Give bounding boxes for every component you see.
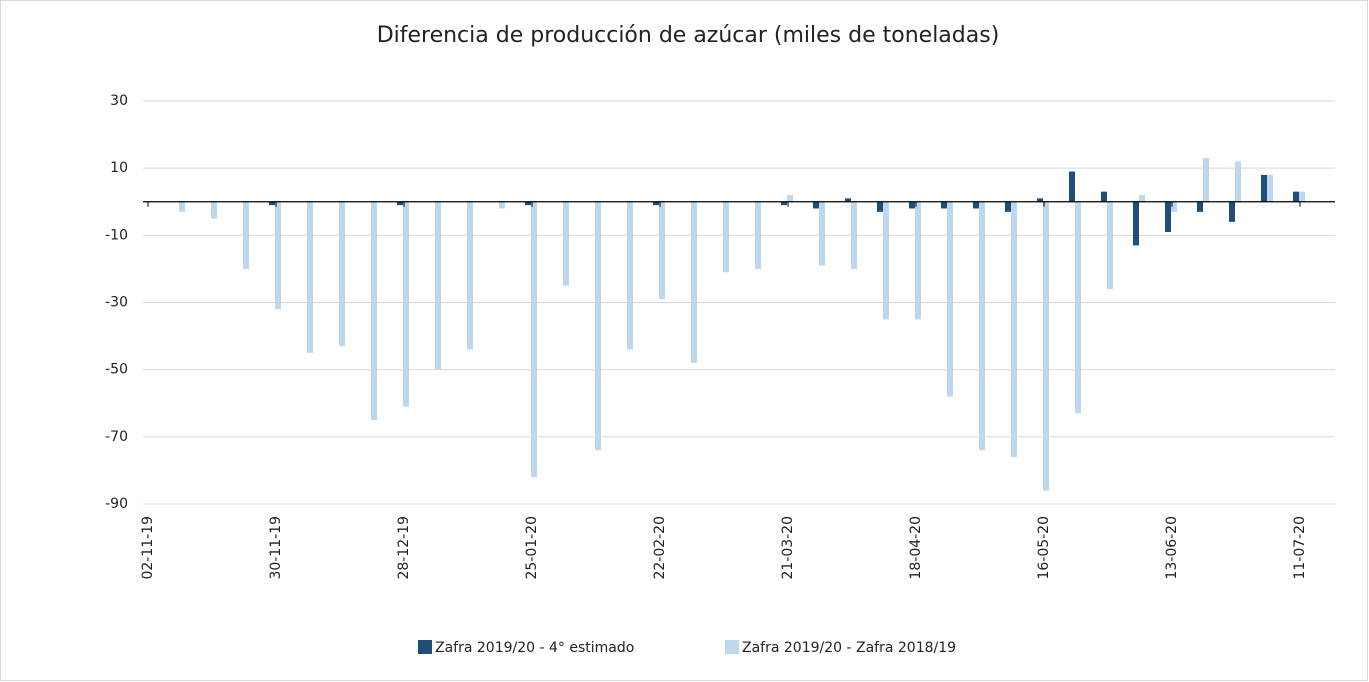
bar bbox=[979, 201, 985, 451]
bar bbox=[755, 201, 761, 269]
y-tick-label: -90 bbox=[105, 496, 128, 512]
x-tick-label: 30-11-19 bbox=[268, 516, 284, 580]
bar bbox=[781, 201, 787, 206]
bar bbox=[1229, 201, 1235, 222]
bar bbox=[595, 201, 601, 451]
bar bbox=[813, 201, 819, 209]
bar bbox=[947, 201, 953, 397]
legend-label: Zafra 2019/20 - Zafra 2018/19 bbox=[742, 640, 956, 656]
bar bbox=[941, 201, 947, 209]
bar bbox=[179, 201, 185, 212]
bar bbox=[397, 201, 403, 206]
legend-swatch bbox=[725, 640, 739, 654]
bar bbox=[1107, 201, 1113, 290]
bar bbox=[627, 201, 633, 350]
bar bbox=[435, 201, 441, 370]
bar bbox=[563, 201, 569, 286]
bar bbox=[1171, 201, 1177, 212]
legend-swatch bbox=[418, 640, 432, 654]
bar bbox=[243, 201, 249, 269]
bar bbox=[499, 201, 505, 209]
bar bbox=[1005, 201, 1011, 212]
bar bbox=[787, 195, 793, 202]
y-tick-label: -50 bbox=[105, 362, 128, 378]
bar bbox=[403, 201, 409, 407]
x-tick-label: 18-04-20 bbox=[908, 516, 924, 580]
bar bbox=[1075, 201, 1081, 414]
x-tick-label: 16-05-20 bbox=[1036, 516, 1052, 580]
bar bbox=[211, 201, 217, 219]
x-tick-label: 28-12-19 bbox=[396, 516, 412, 580]
bar bbox=[1235, 161, 1241, 202]
bar bbox=[1261, 174, 1267, 202]
y-tick-label: -30 bbox=[105, 295, 128, 311]
bar bbox=[339, 201, 345, 347]
bar bbox=[851, 201, 857, 269]
bar bbox=[653, 201, 659, 206]
bar bbox=[1043, 201, 1049, 491]
bar bbox=[1203, 158, 1209, 202]
bar bbox=[1069, 171, 1075, 202]
x-tick-label: 13-06-20 bbox=[1164, 516, 1180, 580]
bar bbox=[1101, 191, 1107, 202]
bar bbox=[659, 201, 665, 300]
y-tick-label: 10 bbox=[110, 160, 128, 176]
x-tick-label: 25-01-20 bbox=[524, 516, 540, 580]
bar bbox=[467, 201, 473, 350]
bar bbox=[1197, 201, 1203, 212]
bar bbox=[1139, 195, 1145, 202]
x-tick-label: 21-03-20 bbox=[780, 516, 796, 580]
y-tick-label: -70 bbox=[105, 429, 128, 445]
y-tick-label: 30 bbox=[110, 93, 128, 109]
bar bbox=[1293, 191, 1299, 202]
bar bbox=[883, 201, 889, 320]
y-tick-label: -10 bbox=[105, 227, 128, 243]
bar bbox=[973, 201, 979, 209]
chart-title: Diferencia de producción de azúcar (mile… bbox=[377, 23, 1000, 48]
bar bbox=[269, 201, 275, 206]
bar bbox=[909, 201, 915, 209]
bar bbox=[1165, 201, 1171, 232]
bar bbox=[1011, 201, 1017, 457]
bar bbox=[691, 201, 697, 363]
bar bbox=[1299, 191, 1305, 202]
bar bbox=[531, 201, 537, 478]
x-tick-label: 02-11-19 bbox=[140, 516, 156, 580]
bar bbox=[915, 201, 921, 320]
bar bbox=[723, 201, 729, 273]
bar bbox=[877, 201, 883, 212]
bar bbox=[1133, 201, 1139, 246]
bar bbox=[371, 201, 377, 421]
x-tick-label: 11-07-20 bbox=[1292, 516, 1308, 580]
legend-label: Zafra 2019/20 - 4° estimado bbox=[435, 640, 634, 656]
bar bbox=[819, 201, 825, 266]
x-tick-label: 22-02-20 bbox=[652, 516, 668, 580]
bar bbox=[525, 201, 531, 206]
bar bbox=[1037, 198, 1043, 202]
bar bbox=[1267, 174, 1273, 202]
bar bbox=[845, 198, 851, 202]
bar bbox=[307, 201, 313, 353]
bar bbox=[275, 201, 281, 310]
